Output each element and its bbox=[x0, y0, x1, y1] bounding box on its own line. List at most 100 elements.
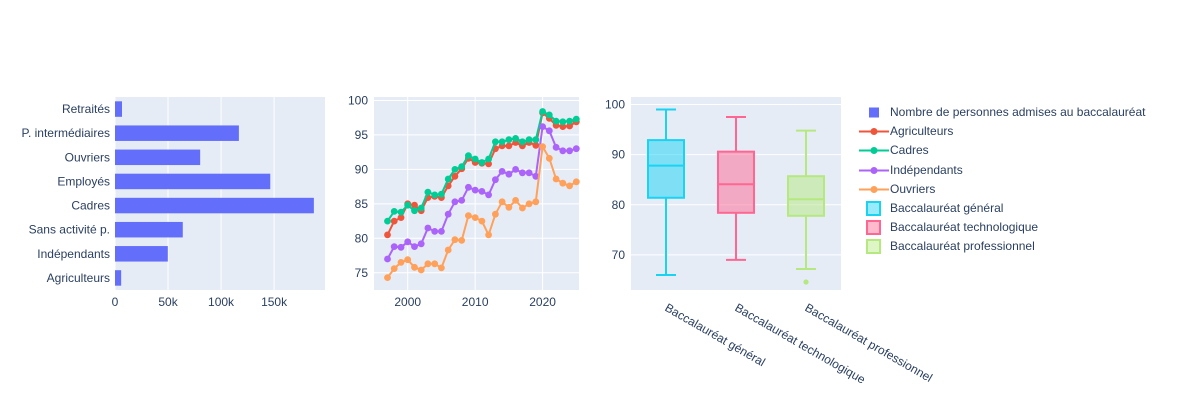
data-point[interactable] bbox=[471, 155, 479, 163]
data-point[interactable] bbox=[566, 117, 573, 125]
data-point[interactable] bbox=[525, 169, 533, 177]
data-point[interactable] bbox=[532, 136, 540, 144]
data-point[interactable] bbox=[525, 136, 533, 144]
data-point[interactable] bbox=[498, 198, 506, 206]
bar-1[interactable] bbox=[115, 125, 239, 141]
data-point[interactable] bbox=[532, 198, 540, 206]
bar-7[interactable] bbox=[115, 270, 122, 286]
data-point[interactable] bbox=[492, 176, 499, 184]
data-point[interactable] bbox=[384, 231, 391, 239]
data-point[interactable] bbox=[411, 243, 418, 251]
data-point[interactable] bbox=[471, 186, 479, 194]
data-point[interactable] bbox=[397, 208, 405, 216]
box-trace-1[interactable] bbox=[717, 116, 755, 261]
data-point[interactable] bbox=[545, 111, 553, 119]
data-point[interactable] bbox=[451, 198, 459, 206]
bar-6[interactable] bbox=[115, 246, 168, 262]
data-point[interactable] bbox=[417, 240, 425, 248]
data-point[interactable] bbox=[485, 191, 492, 199]
data-point[interactable] bbox=[566, 147, 573, 155]
data-point[interactable] bbox=[559, 147, 567, 155]
data-point[interactable] bbox=[384, 217, 391, 225]
data-point[interactable] bbox=[451, 236, 459, 244]
bar-0[interactable] bbox=[115, 101, 122, 117]
data-point[interactable] bbox=[451, 172, 459, 180]
data-point[interactable] bbox=[519, 138, 526, 146]
data-point[interactable] bbox=[458, 163, 466, 171]
data-point[interactable] bbox=[559, 118, 567, 126]
data-point[interactable] bbox=[465, 212, 472, 220]
box-trace-2[interactable] bbox=[787, 129, 825, 285]
data-point[interactable] bbox=[572, 178, 580, 186]
data-point[interactable] bbox=[458, 197, 466, 204]
data-point[interactable] bbox=[559, 179, 567, 187]
data-point[interactable] bbox=[411, 207, 418, 215]
line-chart-success-rates[interactable]: 75 80 85 90 95 100 2000 2010 2020 bbox=[348, 93, 580, 309]
bar-3[interactable] bbox=[115, 173, 271, 190]
data-point[interactable] bbox=[512, 197, 519, 204]
data-point[interactable] bbox=[444, 246, 452, 254]
data-point[interactable] bbox=[411, 263, 418, 271]
data-point[interactable] bbox=[438, 190, 445, 198]
data-point[interactable] bbox=[465, 152, 472, 160]
data-point[interactable] bbox=[566, 182, 573, 190]
legend-item-2[interactable]: Cadres bbox=[857, 141, 1145, 160]
legend-item-4[interactable]: Ouvriers bbox=[857, 180, 1145, 199]
data-point[interactable] bbox=[465, 183, 472, 191]
data-point[interactable] bbox=[505, 203, 513, 211]
data-point[interactable] bbox=[572, 115, 580, 123]
data-point[interactable] bbox=[390, 217, 398, 225]
data-point[interactable] bbox=[512, 135, 519, 142]
data-point[interactable] bbox=[545, 154, 553, 162]
data-point[interactable] bbox=[532, 141, 540, 149]
legend-item-1[interactable]: Agriculteurs bbox=[857, 122, 1145, 141]
data-point[interactable] bbox=[478, 159, 486, 166]
data-point[interactable] bbox=[539, 108, 546, 115]
legend-item-3[interactable]: Indépendants bbox=[857, 161, 1145, 180]
data-point[interactable] bbox=[478, 217, 486, 225]
data-point[interactable] bbox=[552, 143, 560, 151]
data-point[interactable] bbox=[485, 231, 492, 239]
data-point[interactable] bbox=[397, 243, 405, 251]
data-point[interactable] bbox=[498, 138, 506, 146]
data-point[interactable] bbox=[552, 175, 560, 183]
data-point[interactable] bbox=[417, 204, 425, 212]
data-point[interactable] bbox=[492, 210, 499, 218]
data-point[interactable] bbox=[519, 204, 526, 212]
data-point[interactable] bbox=[572, 145, 580, 153]
data-point[interactable] bbox=[390, 208, 398, 215]
data-point[interactable] bbox=[505, 136, 513, 144]
data-point[interactable] bbox=[485, 155, 492, 163]
data-point[interactable] bbox=[444, 210, 452, 218]
data-point[interactable] bbox=[539, 123, 546, 130]
bar-2[interactable] bbox=[115, 149, 201, 166]
data-point[interactable] bbox=[532, 172, 540, 180]
bar-chart-admissions[interactable]: Retraités P. intermédiaires Ouvriers Employ… bbox=[22, 97, 326, 309]
data-point[interactable] bbox=[545, 127, 553, 135]
data-point[interactable] bbox=[471, 214, 479, 222]
data-point[interactable] bbox=[424, 260, 432, 268]
data-point[interactable] bbox=[384, 255, 391, 263]
data-point[interactable] bbox=[411, 201, 418, 209]
legend-item-0[interactable]: Nombre de personnes admises au baccalaur… bbox=[857, 103, 1145, 122]
data-point[interactable] bbox=[566, 122, 573, 130]
data-point[interactable] bbox=[417, 266, 425, 274]
data-point[interactable] bbox=[431, 260, 439, 268]
data-point[interactable] bbox=[404, 201, 412, 209]
data-point[interactable] bbox=[505, 142, 513, 150]
legend-item-7[interactable]: Baccalauréat professionnel bbox=[857, 237, 1145, 256]
data-point[interactable] bbox=[404, 238, 412, 246]
data-point[interactable] bbox=[397, 214, 405, 222]
data-point[interactable] bbox=[559, 123, 567, 130]
data-point[interactable] bbox=[424, 224, 432, 232]
data-point[interactable] bbox=[404, 256, 412, 264]
data-point[interactable] bbox=[390, 265, 398, 272]
data-point[interactable] bbox=[519, 169, 526, 177]
box-trace-0[interactable] bbox=[647, 108, 685, 276]
data-point[interactable] bbox=[458, 237, 466, 244]
data-point[interactable] bbox=[492, 138, 499, 146]
legend-item-5[interactable]: Baccalauréat général bbox=[857, 199, 1145, 218]
data-point[interactable] bbox=[498, 168, 506, 175]
data-point[interactable] bbox=[444, 175, 452, 183]
data-point[interactable] bbox=[390, 243, 398, 251]
